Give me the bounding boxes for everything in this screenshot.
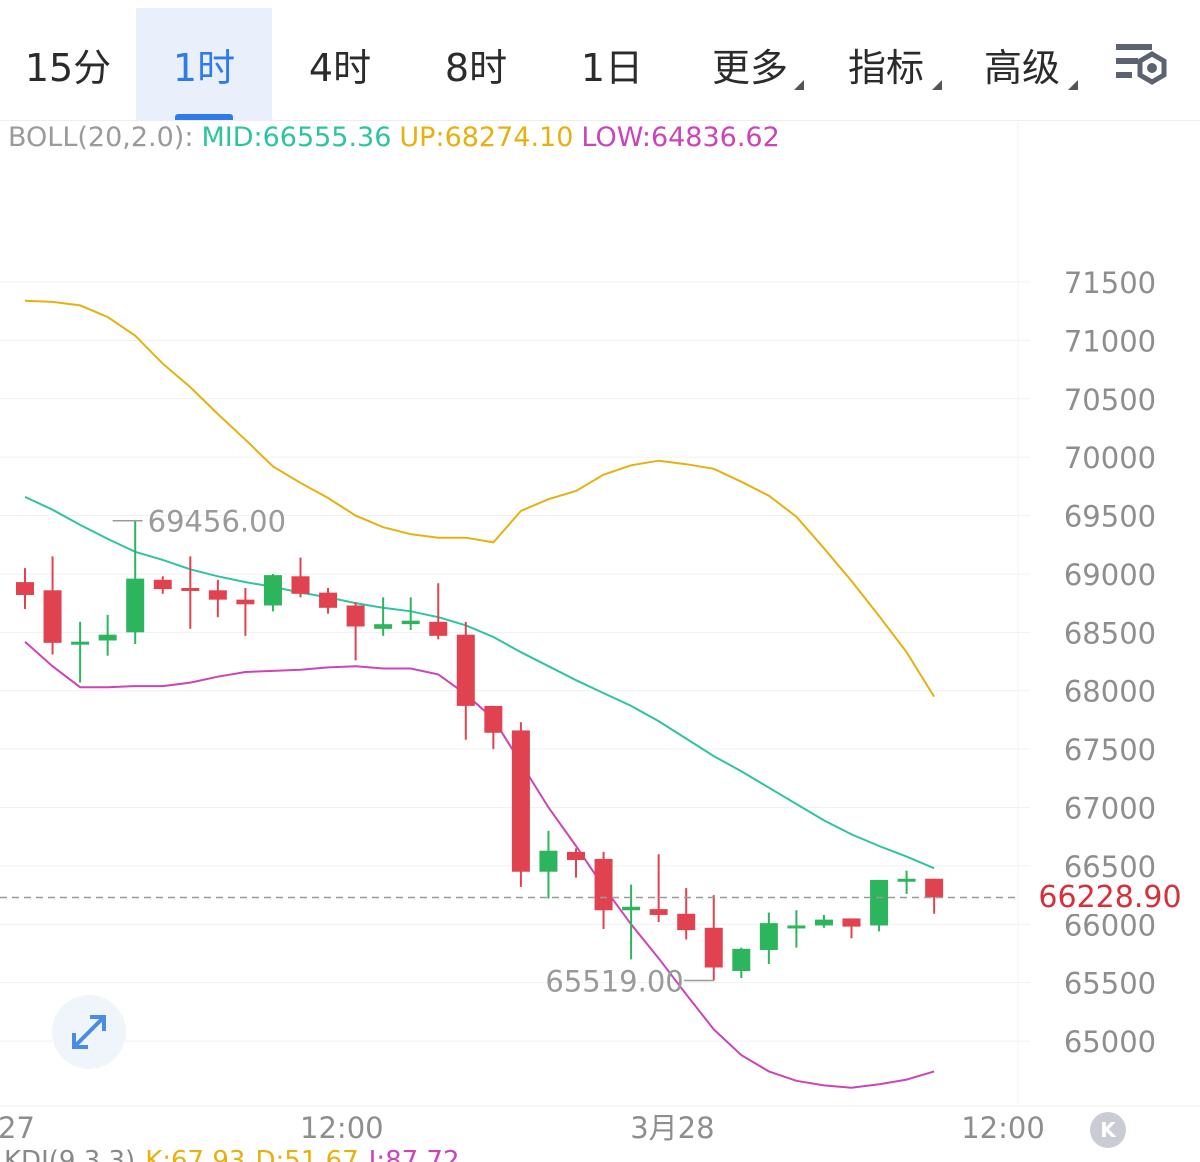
boll-name: BOLL(20,2.0):	[8, 122, 194, 153]
candle-body	[346, 605, 365, 627]
k-logo-button[interactable]: K	[1090, 1112, 1126, 1148]
tab-label: 8时	[444, 45, 508, 90]
boll-low-line	[24, 640, 935, 1089]
timeframe-tabs: 15分 1时 4时 8时 1日 更多 指标 高级	[0, 0, 1200, 120]
candle-body	[732, 948, 751, 972]
candle-body	[704, 927, 723, 968]
high-annotation: 69456.00	[148, 505, 286, 539]
y-tick-label: 67500	[1064, 733, 1156, 767]
tab-label: 1日	[580, 45, 644, 90]
x-tick-label: 12:00	[300, 1111, 384, 1145]
y-tick-label: 65000	[1064, 1025, 1156, 1059]
more-dropdown[interactable]: 更多	[690, 8, 810, 120]
candle-body	[649, 909, 668, 915]
kdj-k: K:67.93	[145, 1146, 246, 1162]
boll-mid-line	[24, 495, 935, 870]
dropdown-corner-icon	[932, 80, 942, 90]
candle-body	[374, 624, 393, 629]
expand-arrows-icon	[72, 1015, 106, 1049]
tab-label: 15分	[24, 45, 112, 90]
candle-body	[539, 850, 558, 872]
candlestick-chart[interactable]: 71500 71000 70500 70000 69500 69000 68500 68000…	[0, 120, 1200, 1162]
candle-body	[181, 587, 200, 591]
tab-15m[interactable]: 15分	[0, 8, 136, 120]
candle-body	[319, 592, 338, 608]
x-tick-label: 27	[0, 1111, 35, 1145]
candle-body	[567, 851, 585, 861]
y-tick-label: 67000	[1064, 792, 1156, 826]
candle-body	[236, 599, 255, 605]
expand-button[interactable]	[52, 995, 126, 1069]
candle-body	[16, 582, 34, 595]
kdj-legend: KDJ(9,3,3) K:67.93 D:51.67 J:87.72	[4, 1146, 470, 1162]
y-tick-label: 69500	[1064, 500, 1156, 534]
tab-1d[interactable]: 1日	[544, 8, 680, 120]
candle-body	[594, 858, 613, 911]
y-tick-label: 71000	[1064, 324, 1156, 358]
k-logo-label: K	[1100, 1118, 1116, 1142]
tab-8h[interactable]: 8时	[408, 8, 544, 120]
candle-body	[126, 578, 145, 633]
kdj-d: D:51.67	[255, 1146, 359, 1162]
candle-body	[677, 913, 696, 931]
candle-body	[71, 641, 90, 645]
dropdown-label: 更多	[711, 45, 788, 90]
candle-body	[401, 620, 420, 625]
candle-body	[897, 878, 916, 882]
y-tick-label: 70500	[1064, 383, 1156, 417]
boll-mid: MID:66555.36	[201, 122, 392, 153]
y-tick-label: 68500	[1064, 616, 1156, 650]
y-tick-label: 69000	[1064, 558, 1156, 592]
dropdown-corner-icon	[794, 80, 804, 90]
y-tick-label: 71500	[1064, 266, 1156, 300]
tab-1h[interactable]: 1时	[136, 8, 272, 120]
candle-body	[622, 906, 641, 911]
current-price-label: 66228.90	[1020, 880, 1200, 915]
candle-body	[484, 705, 503, 733]
boll-up-line	[24, 299, 935, 698]
active-tab-indicator	[175, 114, 233, 120]
candle-body	[263, 575, 282, 606]
candle-body	[208, 590, 227, 600]
candle-body	[787, 925, 806, 929]
tab-4h[interactable]: 4时	[272, 8, 408, 120]
y-tick-label: 65500	[1064, 967, 1156, 1001]
candle-body	[759, 923, 778, 950]
candle-body	[429, 621, 448, 636]
candle-body	[870, 879, 889, 926]
candle-body	[153, 579, 172, 590]
dropdown-label: 高级	[983, 45, 1060, 90]
x-tick-label: 12:00	[961, 1111, 1045, 1145]
boll-up: UP:68274.10	[399, 122, 574, 153]
kdj-j: J:87.72	[368, 1146, 460, 1162]
candle-body	[925, 878, 944, 898]
candle-body	[43, 590, 62, 643]
candle-body	[511, 730, 530, 872]
tab-label: 1时	[172, 45, 236, 90]
tabs-divider	[0, 120, 1200, 121]
advanced-dropdown[interactable]: 高级	[962, 8, 1082, 120]
candle-body	[842, 918, 861, 927]
candle-body	[98, 634, 117, 641]
y-tick-label: 66500	[1064, 850, 1156, 884]
dropdown-label: 指标	[847, 45, 924, 90]
candle-body	[814, 919, 833, 926]
y-tick-label: 68000	[1064, 675, 1156, 709]
boll-low: LOW:64836.62	[581, 122, 780, 153]
boll-legend: BOLL(20,2.0): MID:66555.36 UP:68274.10 LOW:…	[8, 122, 788, 158]
candle-body	[291, 576, 310, 594]
candle-body	[456, 634, 475, 706]
kdj-name: KDJ(9,3,3)	[4, 1146, 136, 1162]
x-tick-label: 3月28	[630, 1111, 714, 1145]
y-tick-label: 70000	[1064, 441, 1156, 475]
chart-settings-icon[interactable]	[1112, 38, 1172, 94]
indicators-dropdown[interactable]: 指标	[826, 8, 946, 120]
dropdown-corner-icon	[1068, 80, 1078, 90]
low-annotation: 65519.00	[545, 964, 683, 998]
tab-label: 4时	[308, 45, 372, 90]
